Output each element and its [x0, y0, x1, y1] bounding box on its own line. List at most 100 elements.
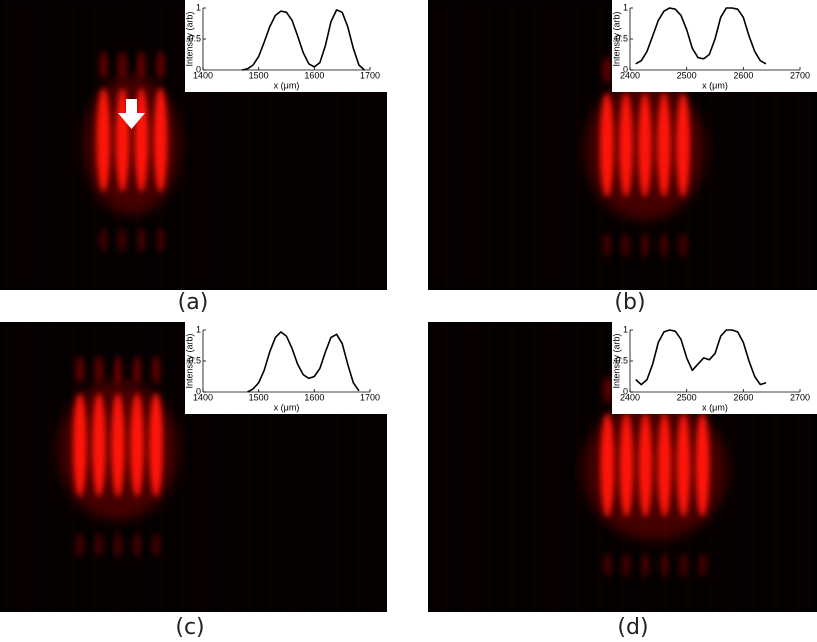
- fringe-tail: [641, 233, 649, 257]
- faint-stripe: [477, 0, 481, 290]
- faint-stripe: [433, 0, 437, 290]
- faint-stripe: [543, 0, 547, 290]
- x-tick-label: 2700: [790, 70, 810, 80]
- faint-stripe: [71, 0, 75, 290]
- faint-stripe: [214, 0, 218, 290]
- faint-stripe: [532, 322, 536, 612]
- y-tick-label: 0.5: [615, 33, 628, 43]
- fringe-tail: [603, 56, 611, 84]
- faint-stripe: [324, 322, 328, 612]
- fringe-tail: [679, 553, 688, 577]
- x-axis-label: x (μm): [702, 402, 728, 412]
- faint-stripe: [247, 0, 251, 290]
- faint-stripe: [466, 322, 470, 612]
- x-axis-label: x (μm): [702, 80, 728, 90]
- fringe-image: [5, 322, 383, 612]
- y-axis-label: Intensity (arb): [184, 11, 194, 66]
- faint-stripe: [763, 0, 767, 290]
- faint-stripe: [291, 0, 295, 290]
- faint-stripe: [510, 0, 514, 290]
- x-tick-label: 2600: [733, 70, 753, 80]
- x-tick-label: 2600: [733, 392, 753, 402]
- fringe-tail: [660, 553, 669, 577]
- fringe-tail: [152, 356, 160, 384]
- x-tick-label: 2500: [677, 392, 697, 402]
- y-tick-label: 0: [623, 64, 628, 74]
- fringe-tail: [95, 356, 103, 384]
- faint-stripe: [576, 0, 580, 290]
- faint-stripe: [236, 0, 240, 290]
- faint-stripe: [49, 322, 53, 612]
- y-tick-label: 1: [196, 2, 201, 12]
- intensity-line: [635, 7, 767, 65]
- x-tick-label: 1500: [249, 70, 269, 80]
- fringe-tail: [133, 533, 141, 557]
- fringe-tail: [641, 553, 650, 577]
- faint-stripe: [258, 0, 262, 290]
- inset-bg: [185, 0, 387, 92]
- faint-stripe: [269, 0, 273, 290]
- faint-stripe: [247, 322, 251, 612]
- faint-stripe: [269, 322, 273, 612]
- faint-stripe: [357, 0, 361, 290]
- x-tick-label: 1700: [360, 70, 380, 80]
- panel-label: (c): [175, 615, 204, 640]
- fringe-tail: [603, 376, 612, 404]
- faint-stripe: [27, 322, 31, 612]
- inset-bg: [185, 322, 387, 414]
- faint-stripe: [741, 322, 745, 612]
- faint-stripe: [730, 322, 734, 612]
- fringe-tail: [152, 533, 160, 557]
- fringe-tail: [603, 233, 611, 257]
- faint-stripe: [357, 322, 361, 612]
- faint-stripe: [192, 0, 196, 290]
- faint-stripe: [796, 322, 800, 612]
- x-tick-label: 1600: [304, 70, 324, 80]
- faint-stripe: [433, 322, 437, 612]
- faint-stripe: [203, 0, 207, 290]
- x-axis-label: x (μm): [274, 402, 300, 412]
- faint-stripe: [324, 0, 328, 290]
- fringe-tail: [679, 233, 687, 257]
- faint-stripe: [521, 0, 525, 290]
- y-axis-label: Intensity (arb): [611, 333, 621, 388]
- x-axis-label: x (μm): [274, 80, 300, 90]
- faint-stripe: [346, 322, 350, 612]
- inset-bg: [612, 322, 817, 414]
- faint-stripe: [313, 0, 317, 290]
- fringe-tail: [99, 228, 108, 252]
- x-tick-label: 1700: [360, 392, 380, 402]
- glow: [84, 75, 180, 215]
- faint-stripe: [346, 0, 350, 290]
- fringe-tail: [118, 51, 127, 79]
- faint-stripe: [741, 0, 745, 290]
- y-tick-label: 0: [196, 64, 201, 74]
- fringe-tail: [622, 553, 631, 577]
- faint-stripe: [192, 322, 196, 612]
- arrow: [118, 99, 145, 129]
- inset-bg: [612, 0, 817, 92]
- x-tick-label: 2700: [790, 392, 810, 402]
- fringe-tail: [137, 228, 146, 252]
- faint-stripe: [488, 0, 492, 290]
- fringe-tail: [156, 228, 165, 252]
- faint-stripe: [38, 322, 42, 612]
- faint-stripe: [521, 322, 525, 612]
- x-tick-label: 1500: [249, 392, 269, 402]
- faint-stripe: [302, 0, 306, 290]
- faint-stripe: [27, 0, 31, 290]
- faint-stripe: [499, 322, 503, 612]
- y-tick-label: 1: [623, 324, 628, 334]
- panel-label: (a): [178, 290, 209, 315]
- faint-stripe: [16, 0, 20, 290]
- glow: [58, 380, 178, 520]
- faint-stripe: [444, 322, 448, 612]
- glow: [585, 80, 705, 220]
- x-tick-label: 1400: [193, 70, 213, 80]
- faint-stripe: [379, 0, 383, 290]
- fringe-tail: [698, 553, 707, 577]
- faint-stripe: [477, 322, 481, 612]
- faint-stripe: [291, 322, 295, 612]
- fringe-tail: [660, 233, 668, 257]
- x-tick-label: 1600: [304, 392, 324, 402]
